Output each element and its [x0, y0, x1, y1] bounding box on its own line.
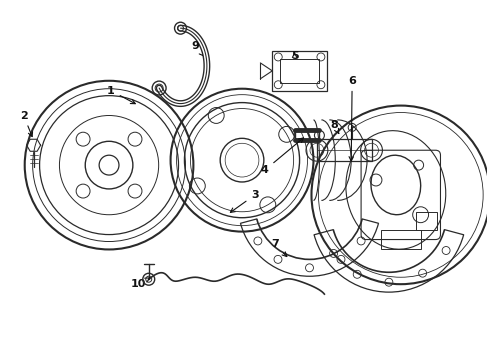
Bar	[380, 230, 420, 249]
Bar	[415, 212, 437, 230]
Text: 4: 4	[261, 138, 303, 175]
Text: 6: 6	[347, 76, 355, 161]
Text: 7: 7	[270, 239, 286, 257]
Text: 2: 2	[20, 111, 33, 136]
Bar	[272, 51, 326, 91]
Text: 3: 3	[230, 190, 258, 212]
Text: 10: 10	[131, 278, 149, 289]
Text: 5: 5	[290, 51, 298, 61]
Bar	[280, 59, 318, 83]
Text: 1: 1	[107, 86, 135, 104]
Text: 8: 8	[330, 121, 338, 134]
Text: 9: 9	[191, 41, 203, 56]
Bar	[316, 139, 371, 161]
